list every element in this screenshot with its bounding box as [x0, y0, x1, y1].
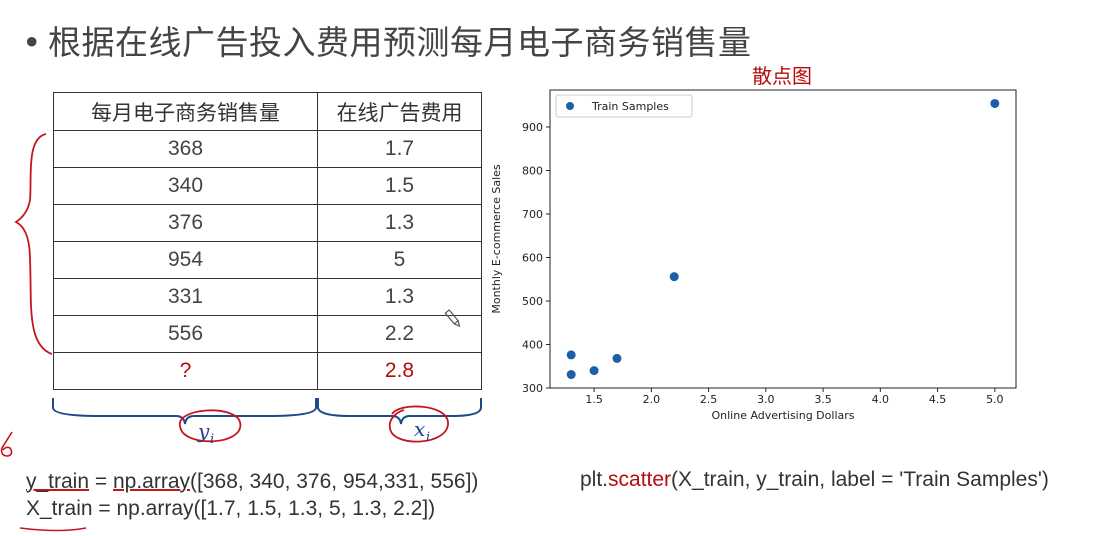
code-y-eq: = — [89, 470, 113, 493]
code-y-args: ([368, 340, 376, 954,331, 556]) — [190, 470, 479, 493]
x-tick-label: 1.5 — [585, 393, 603, 406]
x-brace-subscript: i — [426, 430, 430, 445]
cell-unknown-sales: ? — [53, 352, 318, 390]
table-header-row: 每月电子商务销售量 在线广告费用 — [53, 92, 482, 131]
table-row: 556 2.2 — [53, 315, 482, 353]
data-points — [566, 98, 1000, 380]
x-tick-label: 4.0 — [872, 393, 890, 406]
left-red-brace — [14, 133, 53, 355]
y-tick-label: 700 — [522, 208, 543, 221]
y-tick-label: 900 — [522, 121, 543, 134]
x-tick-label: 5.0 — [986, 393, 1004, 406]
query-row: ? 2.8 — [53, 352, 482, 390]
y-brace-label: y — [197, 419, 210, 443]
data-point — [612, 353, 622, 363]
plot-fn: scatter — [608, 468, 672, 491]
cell-query-ad-cost: 2.8 — [317, 352, 482, 390]
data-point — [669, 272, 679, 282]
cell-ad-cost: 1.3 — [317, 204, 482, 242]
code-x-args: ([1.7, 1.5, 1.3, 5, 1.3, 2.2]) — [193, 497, 436, 520]
code-y-var: y_train — [26, 470, 90, 493]
table-row: 368 1.7 — [53, 130, 482, 168]
y-brace-subscript: i — [210, 432, 214, 447]
code-x-train: X_train = np.array([1.7, 1.5, 1.3, 5, 1.… — [26, 497, 435, 521]
legend-box — [555, 94, 693, 118]
legend-label: Train Samples — [591, 100, 669, 113]
data-point — [990, 98, 1000, 108]
bottom-brace-x — [317, 398, 482, 425]
plot-prefix: plt. — [580, 468, 609, 491]
y-tick-label: 600 — [522, 251, 543, 264]
x-tick-label: 4.5 — [929, 393, 947, 406]
cell-sales: 331 — [53, 278, 318, 316]
handwritten-mark — [0, 431, 13, 457]
title-text: 根据在线广告投入费用预测每月电子商务销售量 — [47, 23, 752, 62]
x-axis-label: Online Advertising Dollars — [711, 409, 854, 422]
scribble-x-train — [19, 527, 87, 532]
cell-sales: 556 — [53, 315, 318, 353]
y-tick-label: 400 — [522, 338, 543, 351]
x-tick-label: 3.0 — [757, 393, 775, 406]
table-row: 376 1.3 — [53, 204, 482, 242]
x-brace-label: x — [414, 417, 425, 441]
legend: Train Samples — [555, 94, 693, 118]
axis-ticks: 1.5 2.0 2.5 3.0 3.5 4.0 4.5 5.0 300 400 500 600 700 8… — [522, 121, 1004, 406]
code-x-fn: np.array — [116, 497, 194, 520]
header-monthly-sales: 每月电子商务销售量 — [53, 92, 318, 131]
y-tick-label: 500 — [522, 295, 543, 308]
circle-y-label — [179, 409, 241, 443]
cell-sales: 340 — [53, 167, 318, 205]
y-tick-label: 300 — [522, 382, 543, 395]
y-axis-label: Monthly E-commerce Sales — [490, 164, 503, 314]
data-point — [589, 366, 599, 376]
code-x-eq: = — [92, 497, 117, 520]
data-point — [566, 370, 576, 380]
plot-frame — [549, 89, 1017, 389]
title-bullet: • — [22, 23, 42, 62]
chart-caption: 散点图 — [752, 64, 812, 88]
code-y-train: y_train = np.array([368, 340, 376, 954,3… — [26, 470, 478, 494]
cell-ad-cost: 1.3 — [317, 278, 482, 316]
cell-ad-cost: 5 — [317, 241, 482, 279]
circle-x-label — [388, 405, 449, 443]
sales-table: 每月电子商务销售量 在线广告费用 368 1.7 340 1.5 376 1.3 95… — [53, 92, 482, 390]
code-x-var: X_train — [26, 497, 93, 520]
header-ad-cost: 在线广告费用 — [317, 92, 482, 131]
x-tick-label: 3.5 — [814, 393, 832, 406]
code-y-fn: np.array — [112, 470, 191, 493]
table-row: 340 1.5 — [53, 167, 482, 205]
plot-args: (X_train, y_train, label = 'Train Sample… — [671, 468, 1049, 491]
data-point — [566, 350, 576, 360]
table-row: 954 5 — [53, 241, 482, 279]
slide-title: • 根据在线广告投入费用预测每月电子商务销售量 — [22, 16, 751, 64]
legend-marker — [566, 102, 574, 110]
cell-ad-cost: 1.7 — [317, 130, 482, 168]
x-tick-label: 2.0 — [643, 393, 661, 406]
code-scatter-call: plt.scatter(X_train, y_train, label = 'T… — [580, 468, 1049, 492]
y-tick-label: 800 — [522, 164, 543, 177]
bottom-brace-y — [52, 398, 317, 425]
scatter-chart: Monthly E-commerce Sales Online Advertis… — [490, 89, 1017, 422]
x-tick-label: 2.5 — [700, 393, 718, 406]
pen-cursor-icon — [444, 309, 461, 328]
cell-ad-cost: 2.2 — [317, 315, 482, 353]
table-row: 331 1.3 — [53, 278, 482, 316]
